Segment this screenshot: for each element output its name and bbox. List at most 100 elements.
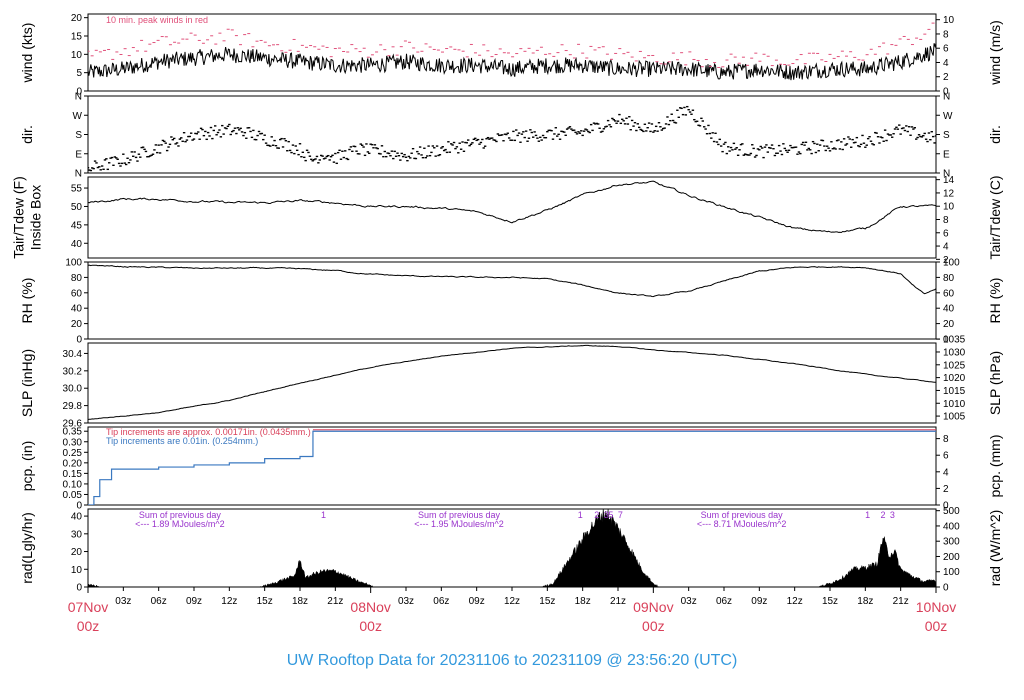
panel-frame — [87, 426, 937, 506]
dir-point — [704, 128, 707, 130]
left-tick-label: S — [75, 130, 82, 141]
dir-point — [351, 150, 354, 153]
dir-point — [297, 153, 300, 156]
dir-point — [844, 144, 847, 146]
dir-point — [229, 133, 232, 136]
x-tick-label: 15z — [822, 596, 838, 607]
dir-point — [684, 114, 688, 116]
dir-point — [626, 123, 630, 125]
dir-point — [506, 132, 509, 134]
dir-point — [93, 160, 97, 162]
dir-point — [571, 129, 574, 132]
dir-point — [293, 152, 296, 155]
dir-point — [613, 120, 617, 122]
dir-point — [471, 142, 474, 144]
dir-point — [823, 145, 826, 147]
dir-point — [906, 130, 909, 133]
dir-point — [435, 145, 439, 147]
dir-point — [864, 146, 867, 148]
dir-point — [406, 159, 409, 162]
dir-point — [550, 129, 553, 132]
dir-point — [871, 143, 874, 145]
left-tick-label: 10 — [71, 565, 83, 576]
x-tick-label: 21z — [327, 596, 343, 607]
dir-point — [640, 129, 644, 132]
dir-point — [314, 158, 317, 160]
dir-point — [539, 136, 542, 139]
right-tick-label: 10 — [943, 15, 955, 26]
dir-point — [112, 164, 115, 166]
dir-point — [622, 120, 625, 122]
dir-point — [472, 138, 476, 141]
x-day-time: 00z — [77, 618, 100, 634]
x-day-time: 00z — [359, 618, 382, 634]
left-tick-label: 29.8 — [63, 401, 83, 412]
dir-point — [373, 144, 377, 146]
dir-point — [447, 141, 450, 143]
dir-point — [848, 138, 851, 140]
panel-frame — [87, 176, 937, 259]
dir-point — [886, 133, 890, 135]
dir-point — [283, 138, 286, 140]
dir-point — [817, 150, 820, 152]
dir-point — [288, 149, 292, 152]
dir-point — [854, 141, 857, 144]
dir-point — [410, 152, 413, 154]
left-tick-label: 0.35 — [63, 427, 83, 438]
dir-point — [304, 159, 307, 162]
dir-point — [766, 151, 770, 153]
right-tick-label: 400 — [943, 521, 960, 532]
dir-point — [796, 153, 799, 155]
dir-point — [216, 131, 220, 134]
dir-point — [392, 157, 395, 160]
right-tick-label: 2 — [943, 72, 949, 83]
dir-point — [801, 141, 805, 144]
x-tick-label: 06z — [716, 596, 732, 607]
dir-point — [800, 143, 803, 146]
dir-point — [263, 134, 266, 136]
dir-point — [440, 147, 443, 149]
dir-point — [866, 137, 870, 140]
dir-point — [820, 139, 823, 141]
dir-point — [468, 144, 471, 147]
dir-point — [931, 135, 935, 138]
right-tick-label: 6 — [943, 44, 949, 55]
dir-point — [780, 153, 784, 156]
dir-point — [359, 143, 362, 145]
dir-point — [171, 139, 174, 141]
dir-point — [783, 147, 786, 150]
dir-point — [850, 146, 853, 148]
pcp-annotation: Tip increments are approx. 0.00171in. (0… — [106, 427, 311, 437]
dir-point — [133, 151, 136, 153]
dir-point — [755, 154, 758, 157]
rad-marker: 1 — [865, 510, 870, 520]
dir-point — [338, 149, 341, 152]
dir-point — [721, 150, 724, 153]
dir-point — [368, 152, 371, 155]
dir-point — [362, 146, 365, 148]
dir-point — [595, 122, 598, 125]
dir-point — [109, 157, 112, 159]
right-tick-label: 14 — [943, 175, 955, 186]
dir-point — [457, 152, 460, 154]
dir-point — [803, 144, 806, 146]
dir-point — [507, 137, 511, 139]
dir-point — [899, 133, 902, 135]
rad-marker: 3 — [890, 510, 895, 520]
dir-point — [252, 129, 255, 132]
dir-point — [208, 135, 211, 137]
panel-frame — [87, 95, 937, 174]
right-tick-label: 100 — [943, 567, 960, 578]
dir-point — [563, 131, 566, 133]
dir-point — [632, 125, 635, 127]
dir-point — [110, 156, 114, 159]
dir-point — [833, 147, 836, 149]
dir-point — [923, 132, 926, 135]
left-tick-label: 40 — [71, 512, 83, 523]
right-axis-label: pcp. (mm) — [987, 435, 1003, 498]
footer-title: UW Rooftop Data for 20231106 to 20231109… — [287, 652, 738, 669]
dir-point — [520, 133, 524, 135]
left-tick-label: 30.0 — [63, 384, 83, 395]
dir-point — [499, 134, 502, 136]
dir-point — [139, 156, 142, 158]
